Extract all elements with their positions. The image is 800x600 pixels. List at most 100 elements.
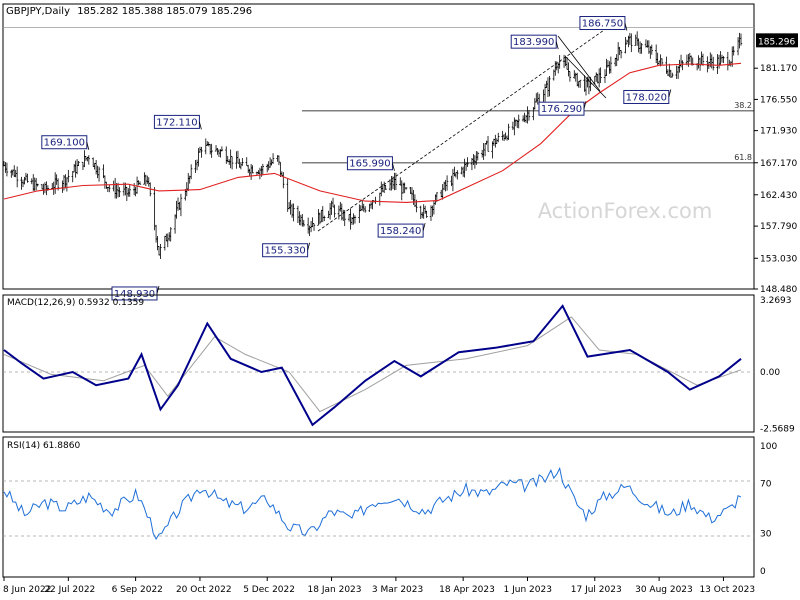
trendlines — [317, 15, 625, 232]
price-bar — [184, 188, 187, 201]
price-bar — [214, 145, 218, 152]
svg-text:186.750: 186.750 — [582, 19, 623, 30]
price-bar — [739, 33, 743, 46]
y-tick-label: 162.430 — [760, 191, 797, 201]
price-bar — [450, 175, 453, 187]
price-bar — [568, 71, 572, 82]
price-bar — [169, 227, 172, 242]
price-panel: 38.2 61.8 169.100 172.110 148.930 155.330 165… — [2, 3, 755, 301]
price-bar — [280, 171, 284, 176]
price-bar — [460, 166, 463, 175]
price-bar — [454, 172, 458, 178]
price-bar — [339, 201, 342, 212]
price-bar — [517, 114, 520, 129]
swing-label: 169.100 — [41, 135, 90, 150]
price-bar — [247, 164, 250, 174]
price-bar — [463, 158, 466, 178]
swing-label: 155.330 — [262, 242, 311, 258]
price-bar — [261, 163, 265, 176]
price-bar — [634, 34, 637, 46]
swing-label: 172.110 — [153, 114, 202, 130]
y-tick-label: 30 — [760, 530, 772, 540]
price-bar — [320, 209, 323, 223]
price-bar — [65, 177, 69, 192]
price-bar — [165, 233, 168, 242]
price-bar — [423, 205, 427, 214]
price-bar — [472, 154, 475, 165]
price-bar — [312, 223, 316, 231]
x-tick-label: 3 Mar 2023 — [372, 585, 423, 595]
x-tick-label: 30 Aug 2023 — [635, 585, 693, 595]
x-tick-label: 1 Jun 2023 — [504, 585, 552, 595]
price-bar — [625, 39, 629, 45]
y-tick-label: 0.00 — [760, 368, 780, 378]
price-bar — [268, 157, 272, 168]
price-bar — [61, 180, 64, 193]
y-tick-label: 0 — [760, 567, 766, 577]
price-bar — [637, 38, 640, 53]
price-bar — [543, 83, 547, 102]
price-bar — [640, 43, 643, 54]
price-bar — [75, 159, 79, 175]
price-bar — [77, 161, 80, 166]
price-bar — [378, 192, 382, 206]
y-tick-label: 100 — [760, 442, 777, 452]
price-bar — [24, 172, 28, 181]
price-bar — [548, 76, 551, 97]
price-bar — [159, 244, 162, 260]
price-bar — [301, 214, 304, 227]
svg-text:148.930: 148.930 — [114, 289, 155, 300]
price-bar — [118, 187, 121, 197]
price-bar — [290, 203, 294, 218]
price-bar — [97, 166, 101, 182]
price-bar — [271, 153, 275, 164]
price-bar — [72, 163, 76, 173]
x-tick-label: 18 Apr 2023 — [439, 585, 495, 595]
swing-label: 158.240 — [377, 222, 426, 238]
price-bar — [413, 194, 417, 208]
price-bar — [390, 175, 393, 191]
price-bar — [347, 214, 351, 222]
y-tick-label: 70 — [760, 480, 772, 490]
price-bar — [527, 110, 531, 121]
price-bar — [267, 161, 270, 171]
price-bar — [40, 184, 44, 190]
price-bar — [352, 213, 355, 225]
price-bar — [507, 123, 510, 140]
price-bar — [220, 146, 224, 152]
svg-text:165.990: 165.990 — [349, 159, 390, 170]
price-bar — [732, 46, 735, 56]
price-bar — [410, 187, 414, 200]
price-bar — [194, 159, 197, 174]
price-bar — [697, 55, 700, 69]
price-bar — [137, 180, 140, 186]
price-bar — [134, 186, 137, 197]
price-bar — [146, 175, 149, 184]
y-tick-label: 157.790 — [760, 222, 797, 232]
price-bar — [374, 196, 377, 204]
price-bar — [113, 177, 117, 199]
price-bar — [573, 70, 576, 79]
price-bar — [286, 178, 289, 212]
price-bar — [382, 181, 386, 193]
price-bar — [175, 200, 178, 219]
price-bar — [676, 65, 680, 79]
fib-level-label: 61.8 — [734, 153, 752, 162]
price-bar — [384, 185, 387, 191]
price-bar — [650, 44, 653, 55]
price-bar — [710, 54, 713, 69]
price-bar — [328, 203, 332, 220]
price-bar — [358, 204, 361, 224]
svg-text:158.240: 158.240 — [380, 226, 421, 237]
price-bar — [249, 163, 253, 180]
price-bar — [128, 183, 131, 197]
price-bar — [157, 246, 161, 256]
price-bar — [197, 148, 200, 167]
swing-label: 176.290 — [538, 101, 587, 116]
price-bar — [96, 165, 99, 179]
price-bar — [321, 206, 324, 223]
svg-text:172.110: 172.110 — [156, 117, 197, 128]
price-bar — [425, 210, 428, 218]
price-bar — [532, 107, 535, 121]
price-bar — [483, 143, 487, 157]
